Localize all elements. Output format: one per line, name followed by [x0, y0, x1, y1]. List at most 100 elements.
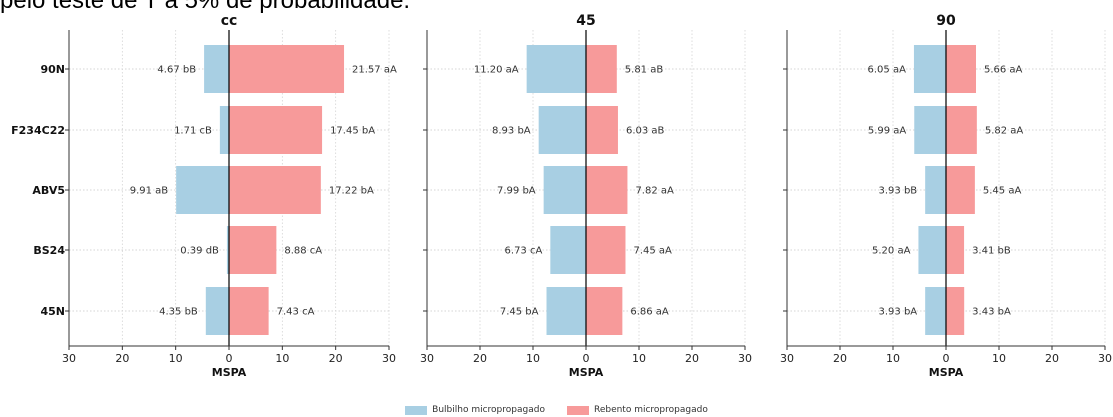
tick-label-2-6: 30: [1098, 352, 1112, 365]
data-label-left-2-4: 3.93 bA: [879, 307, 918, 318]
bar-right-2-0: [946, 45, 976, 93]
legend-label-rebento: Rebento micropropagado: [593, 405, 708, 415]
panel-title-0: cc: [221, 13, 238, 29]
bar-left-1-1: [538, 106, 586, 154]
data-label-left-1-4: 7.45 bA: [500, 307, 539, 318]
data-label-left-0-3: 0.39 dB: [180, 246, 219, 257]
tick-label-2-0: 30: [780, 352, 794, 365]
bar-right-1-1: [586, 106, 618, 154]
tick-label-2-3: 0: [943, 352, 950, 365]
bar-right-2-3: [946, 226, 965, 274]
tick-label-0-3: 0: [226, 352, 233, 365]
data-label-right-1-1: 6.03 aB: [626, 126, 665, 137]
data-label-right-0-1: 17.45 bA: [330, 126, 375, 137]
page-caption: pelo teste de T a 5% de probabilidade.: [0, 0, 411, 14]
tick-label-0-4: 10: [275, 352, 289, 365]
bar-right-0-1: [229, 106, 323, 154]
bar-right-1-4: [586, 287, 623, 335]
bar-left-2-3: [918, 226, 946, 274]
bar-right-1-3: [586, 226, 626, 274]
legend-item-rebento: Rebento micropropagado: [566, 405, 708, 415]
bar-right-1-2: [586, 166, 628, 214]
data-label-left-2-0: 6.05 aA: [868, 65, 907, 76]
category-label-3: BS24: [33, 244, 65, 257]
tick-label-2-2: 10: [886, 352, 900, 365]
bar-left-1-2: [543, 166, 586, 214]
tick-label-1-5: 20: [685, 352, 699, 365]
bar-left-0-4: [205, 287, 229, 335]
category-label-2: ABV5: [32, 184, 65, 197]
tick-label-0-2: 10: [169, 352, 183, 365]
bar-right-0-3: [229, 226, 277, 274]
data-label-right-0-3: 8.88 cA: [284, 246, 322, 257]
bar-left-1-0: [526, 45, 586, 93]
panel-title-1: 45: [576, 13, 595, 29]
data-label-left-2-2: 3.93 bB: [879, 186, 918, 197]
tick-label-1-0: 30: [420, 352, 434, 365]
data-label-left-1-3: 6.73 cA: [505, 246, 543, 257]
tick-label-1-2: 10: [526, 352, 540, 365]
data-label-right-0-0: 21.57 aA: [352, 65, 397, 76]
tick-label-0-1: 20: [115, 352, 129, 365]
legend-swatch-bulbilho: [405, 405, 428, 415]
data-label-right-1-0: 5.81 aB: [625, 65, 664, 76]
data-label-left-0-2: 9.91 aB: [130, 186, 169, 197]
data-label-right-2-2: 5.45 aA: [983, 186, 1022, 197]
data-label-left-0-0: 4.67 bB: [157, 65, 196, 76]
data-label-right-1-4: 6.86 aA: [630, 307, 669, 318]
data-label-left-0-1: 1.71 cB: [174, 126, 212, 137]
bar-left-1-3: [550, 226, 586, 274]
x-axis-label-0: MSPA: [212, 366, 247, 379]
category-label-4: 45N: [40, 305, 65, 318]
tick-label-1-3: 0: [583, 352, 590, 365]
tick-label-1-1: 20: [473, 352, 487, 365]
tick-label-0-5: 20: [329, 352, 343, 365]
bar-left-2-2: [925, 166, 946, 214]
bar-left-2-0: [913, 45, 946, 93]
data-label-left-1-1: 8.93 bA: [492, 126, 531, 137]
legend-item-bulbilho: Bulbilho micropropagado: [405, 405, 545, 415]
bar-right-2-1: [946, 106, 977, 154]
data-label-left-0-4: 4.35 bB: [159, 307, 198, 318]
legend-swatch-rebento: [566, 405, 589, 415]
bar-right-2-2: [946, 166, 975, 214]
data-label-right-1-3: 7.45 aA: [633, 246, 672, 257]
x-axis-label-2: MSPA: [929, 366, 964, 379]
tick-label-2-1: 20: [833, 352, 847, 365]
bar-left-1-4: [546, 287, 586, 335]
bar-left-0-0: [204, 45, 229, 93]
bar-left-2-1: [914, 106, 946, 154]
data-label-right-2-4: 3.43 bA: [972, 307, 1011, 318]
bar-right-2-4: [946, 287, 965, 335]
data-label-right-2-3: 3.41 bB: [972, 246, 1011, 257]
data-label-left-2-1: 5.99 aA: [868, 126, 907, 137]
data-label-right-0-2: 17.22 bA: [329, 186, 374, 197]
tick-label-0-6: 30: [382, 352, 396, 365]
tick-label-2-5: 20: [1045, 352, 1059, 365]
bar-left-0-3: [226, 226, 229, 274]
data-label-left-2-3: 5.20 aA: [872, 246, 911, 257]
data-label-right-0-4: 7.43 cA: [277, 307, 315, 318]
legend-label-bulbilho: Bulbilho micropropagado: [432, 405, 545, 415]
bar-left-0-2: [176, 166, 229, 214]
bar-left-0-1: [219, 106, 229, 154]
bar-right-0-0: [229, 45, 345, 93]
data-label-left-1-0: 11.20 aA: [474, 65, 519, 76]
tick-label-1-6: 30: [738, 352, 752, 365]
tick-label-1-4: 10: [632, 352, 646, 365]
category-label-1: F234C22: [11, 124, 65, 137]
tick-label-0-0: 30: [62, 352, 76, 365]
bar-right-0-2: [229, 166, 321, 214]
x-axis-label-1: MSPA: [569, 366, 604, 379]
bar-right-0-4: [229, 287, 269, 335]
data-label-left-1-2: 7.99 bA: [497, 186, 536, 197]
data-label-right-2-1: 5.82 aA: [985, 126, 1024, 137]
chart-legend: Bulbilho micropropagado Rebento micropro…: [0, 403, 1113, 417]
panel-title-2: 90: [936, 13, 956, 29]
data-label-right-1-2: 7.82 aA: [635, 186, 674, 197]
tick-label-2-4: 10: [992, 352, 1006, 365]
mspa-bar-chart: 4.67 bB 1.71 cB 9.91 aB 0.39 dB 4.35 bB 21.57…: [11, 13, 1112, 379]
category-label-0: 90N: [40, 63, 65, 76]
bar-right-1-0: [586, 45, 617, 93]
data-label-right-2-0: 5.66 aA: [984, 65, 1023, 76]
